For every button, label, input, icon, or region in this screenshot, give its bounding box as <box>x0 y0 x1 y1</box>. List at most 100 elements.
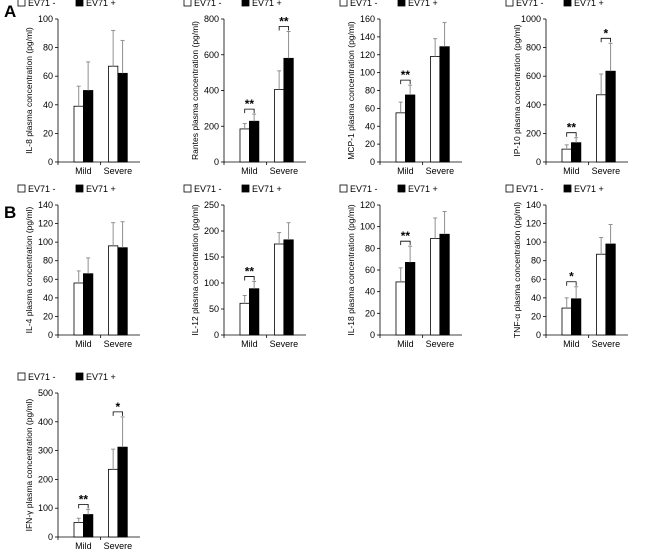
legend-swatch-neg <box>17 184 26 193</box>
legend-label-pos: EV71 + <box>408 0 438 8</box>
y-tick-label: 200 <box>526 128 541 138</box>
bar-mild-pos <box>83 273 94 336</box>
bar-severe-neg <box>108 468 119 538</box>
significance-mark: * <box>569 270 574 284</box>
bar-severe-pos <box>283 239 294 336</box>
y-tick-label: 150 <box>204 252 219 262</box>
y-tick-label: 120 <box>360 50 375 60</box>
legend: EV71 - EV71 + <box>339 0 438 8</box>
legend-swatch-neg <box>339 0 348 7</box>
bar-severe-neg <box>596 253 607 336</box>
chart-7: EV71 - EV71 + 0 20 40 60 80 100 120 IL-18 plasma … <box>339 184 462 349</box>
x-tick-label: Mild <box>241 339 258 349</box>
y-tick-label: 80 <box>365 243 375 253</box>
bar-mild-pos <box>249 120 260 163</box>
chart-5: EV71 - EV71 + 0 20 40 60 80 100 120 140 IL-4 plasm… <box>17 184 140 349</box>
legend: EV71 - EV71 + <box>183 184 282 194</box>
legend: EV71 - EV71 + <box>17 0 116 8</box>
y-tick-label: 20 <box>365 139 375 149</box>
legend-label-neg: EV71 - <box>194 0 222 8</box>
legend-swatch-neg <box>17 0 26 7</box>
y-tick-label: 60 <box>531 274 541 284</box>
bar-mild-neg <box>561 307 572 336</box>
y-tick-label: 400 <box>204 86 219 96</box>
bar-mild-neg <box>73 105 84 163</box>
bar-mild-pos <box>571 298 582 336</box>
y-axis-title: IL-18 plasma concentration (pg/ml) <box>346 204 356 336</box>
y-tick-label: 0 <box>370 157 375 167</box>
y-tick-label: 20 <box>531 311 541 321</box>
significance-bracket <box>566 132 577 137</box>
y-tick-label: 20 <box>43 128 53 138</box>
y-axis-title: Rantes plasma concentration (pg/ml) <box>190 21 200 160</box>
bar-severe-pos <box>605 243 616 336</box>
y-tick-label: 0 <box>48 157 53 167</box>
y-tick-label: 0 <box>536 157 541 167</box>
significance-bracket <box>78 503 89 509</box>
significance-bracket <box>400 240 411 246</box>
legend-swatch-pos <box>75 372 84 381</box>
y-tick-label: 60 <box>43 274 53 284</box>
y-tick-label: 100 <box>38 503 53 513</box>
significance-bracket <box>112 411 123 416</box>
panel-label-b: B <box>4 203 16 222</box>
y-axis-title: IL-8 plasma concentration (pg/ml) <box>24 27 34 154</box>
y-tick-label: 60 <box>365 103 375 113</box>
chart-2: EV71 - EV71 + 0 200 400 600 800 Rantes plasma c… <box>183 0 306 176</box>
legend-label-neg: EV71 - <box>350 0 378 8</box>
y-tick-label: 200 <box>204 226 219 236</box>
legend-swatch-pos <box>397 0 406 7</box>
y-tick-label: 80 <box>43 43 53 53</box>
x-tick-label: Severe <box>104 541 133 549</box>
legend: EV71 - EV71 + <box>505 0 604 8</box>
significance-mark: ** <box>245 264 255 278</box>
chart-1: EV71 - EV71 + 0 20 40 60 80 100 IL-8 plasma conc… <box>17 0 140 176</box>
y-tick-label: 60 <box>365 265 375 275</box>
y-axis-title: IL-4 plasma concentration (pg/ml) <box>24 207 34 334</box>
legend-swatch-pos <box>563 184 572 193</box>
x-tick-label: Severe <box>592 166 621 176</box>
significance-mark: ** <box>79 492 89 506</box>
legend-label-pos: EV71 + <box>408 184 438 194</box>
x-tick-label: Mild <box>397 339 414 349</box>
y-tick-label: 100 <box>38 237 53 247</box>
y-axis-title: IL-12 plasma concentration (pg/ml) <box>190 204 200 336</box>
bar-mild-neg <box>239 128 250 163</box>
y-tick-label: 120 <box>38 219 53 229</box>
legend-label-neg: EV71 - <box>194 184 222 194</box>
y-axis-title: TNF-α plasma concentration (pg/ml) <box>512 202 522 338</box>
legend-swatch-pos <box>397 184 406 193</box>
bar-mild-neg <box>73 282 84 336</box>
x-tick-label: Severe <box>104 166 133 176</box>
y-tick-label: 100 <box>360 222 375 232</box>
legend-swatch-pos <box>241 0 250 7</box>
legend-label-pos: EV71 + <box>86 372 116 382</box>
y-tick-label: 300 <box>38 446 53 456</box>
legend-label-neg: EV71 - <box>28 184 56 194</box>
y-tick-label: 50 <box>209 304 219 314</box>
x-tick-label: Severe <box>426 166 455 176</box>
y-tick-label: 1000 <box>521 14 541 24</box>
legend: EV71 - EV71 + <box>505 184 604 194</box>
significance-mark: ** <box>401 229 411 243</box>
legend-label-neg: EV71 - <box>516 0 544 8</box>
significance-bracket <box>566 281 577 286</box>
y-tick-label: 200 <box>204 121 219 131</box>
legend-label-neg: EV71 - <box>28 0 56 8</box>
y-tick-label: 0 <box>214 330 219 340</box>
legend-swatch-pos <box>75 0 84 7</box>
x-tick-label: Mild <box>241 166 258 176</box>
bar-severe-neg <box>108 245 119 336</box>
bar-severe-neg <box>108 65 119 163</box>
legend-swatch-pos <box>75 184 84 193</box>
bar-severe-pos <box>117 446 128 538</box>
legend-label-pos: EV71 + <box>574 184 604 194</box>
y-tick-label: 160 <box>360 14 375 24</box>
bar-mild-neg <box>395 112 406 163</box>
bar-mild-neg <box>73 522 84 538</box>
bar-mild-neg <box>561 148 572 163</box>
legend-swatch-pos <box>563 0 572 7</box>
legend-swatch-neg <box>183 184 192 193</box>
legend-label-pos: EV71 + <box>574 0 604 8</box>
